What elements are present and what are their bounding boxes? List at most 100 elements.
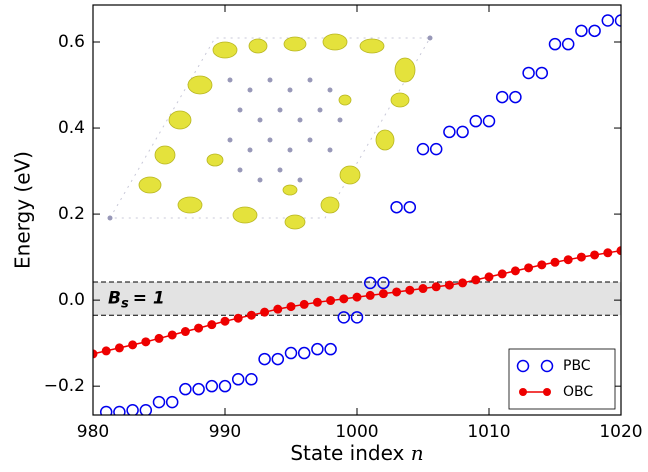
structure-inset <box>107 33 433 230</box>
data-point <box>99 405 113 415</box>
plot-area <box>93 14 621 415</box>
data-point <box>297 346 311 360</box>
data-point <box>324 342 337 356</box>
data-point <box>180 327 190 337</box>
band-label-subscript: s <box>121 296 129 311</box>
density-blobs <box>138 33 416 230</box>
data-point <box>352 292 362 302</box>
data-point <box>113 405 126 415</box>
data-point <box>522 66 535 80</box>
data-point <box>497 269 507 279</box>
data-point <box>588 24 601 38</box>
legend-marker <box>543 388 551 396</box>
x-tick-label: 980 <box>77 422 109 442</box>
data-point <box>337 311 351 324</box>
data-point <box>231 373 245 386</box>
data-point <box>192 382 205 396</box>
y-tick-label: 0.6 <box>58 32 85 52</box>
y-tick-label: −0.2 <box>44 376 85 396</box>
data-point <box>403 200 417 214</box>
data-point <box>510 266 520 276</box>
data-point <box>575 24 588 38</box>
data-point <box>469 114 483 128</box>
data-point <box>154 333 164 343</box>
data-point <box>603 248 613 258</box>
data-point <box>444 280 454 290</box>
data-point <box>258 352 271 366</box>
data-point <box>495 90 509 104</box>
y-tick-label: 0.4 <box>58 118 85 138</box>
data-point <box>218 379 232 393</box>
data-point <box>576 252 586 262</box>
legend-marker <box>516 359 530 373</box>
data-point <box>590 250 600 260</box>
data-point <box>431 282 441 292</box>
data-point <box>194 323 204 333</box>
x-axis-label-var: n <box>411 441 424 465</box>
y-tick-label: 0.0 <box>58 290 85 310</box>
data-point <box>126 404 139 415</box>
legend-marker <box>540 359 554 373</box>
x-axis-label-text: State index <box>290 441 404 465</box>
data-point <box>458 278 468 288</box>
data-point <box>561 37 575 51</box>
data-point <box>233 313 243 323</box>
x-tick-label: 1010 <box>467 422 510 442</box>
data-point <box>484 272 494 282</box>
data-point <box>312 297 322 307</box>
data-point <box>429 142 443 156</box>
band-label-symbol: B <box>108 289 121 309</box>
data-point <box>405 285 415 295</box>
legend-label: OBC <box>563 384 593 400</box>
data-point <box>286 302 296 312</box>
data-point <box>152 395 166 409</box>
data-point <box>141 337 151 347</box>
data-point <box>165 395 179 409</box>
x-tick-label: 990 <box>209 422 241 442</box>
data-point <box>260 307 270 317</box>
data-point <box>392 287 402 297</box>
data-point <box>377 276 390 290</box>
data-point <box>326 296 336 306</box>
legend-marker <box>519 388 527 396</box>
data-point <box>365 290 375 300</box>
data-point <box>179 382 192 396</box>
y-tick-label: 0.2 <box>58 204 85 224</box>
data-point <box>537 260 547 270</box>
data-point <box>482 114 496 128</box>
data-point <box>220 316 230 326</box>
lattice-outline <box>109 37 431 219</box>
data-point <box>128 340 138 350</box>
band-label-rest: = 1 <box>133 289 165 309</box>
x-tick-label: 1020 <box>599 422 642 442</box>
data-point <box>548 37 562 51</box>
data-point <box>246 310 256 320</box>
data-point <box>378 289 388 299</box>
data-point <box>245 373 258 386</box>
data-point <box>443 125 456 139</box>
data-point <box>418 284 428 294</box>
data-point <box>284 346 298 360</box>
y-axis-label: Energy (eV) <box>11 151 35 269</box>
data-point <box>311 342 324 356</box>
data-point <box>524 263 534 273</box>
data-point <box>299 299 309 309</box>
data-point <box>616 246 621 256</box>
data-point <box>509 90 522 104</box>
band-label: Bs = 1 <box>108 289 165 312</box>
data-point <box>207 320 217 330</box>
plot-frame <box>92 4 622 416</box>
data-point <box>167 330 177 340</box>
data-point <box>273 304 283 314</box>
data-point <box>390 200 403 214</box>
data-point <box>563 255 573 265</box>
data-point <box>550 257 560 267</box>
atoms <box>107 35 433 221</box>
data-point <box>601 14 615 27</box>
data-point <box>205 379 219 393</box>
data-point <box>456 125 469 139</box>
data-point <box>416 142 430 156</box>
data-point <box>363 276 377 290</box>
data-point <box>339 294 349 304</box>
x-tick-label: 1000 <box>335 422 378 442</box>
